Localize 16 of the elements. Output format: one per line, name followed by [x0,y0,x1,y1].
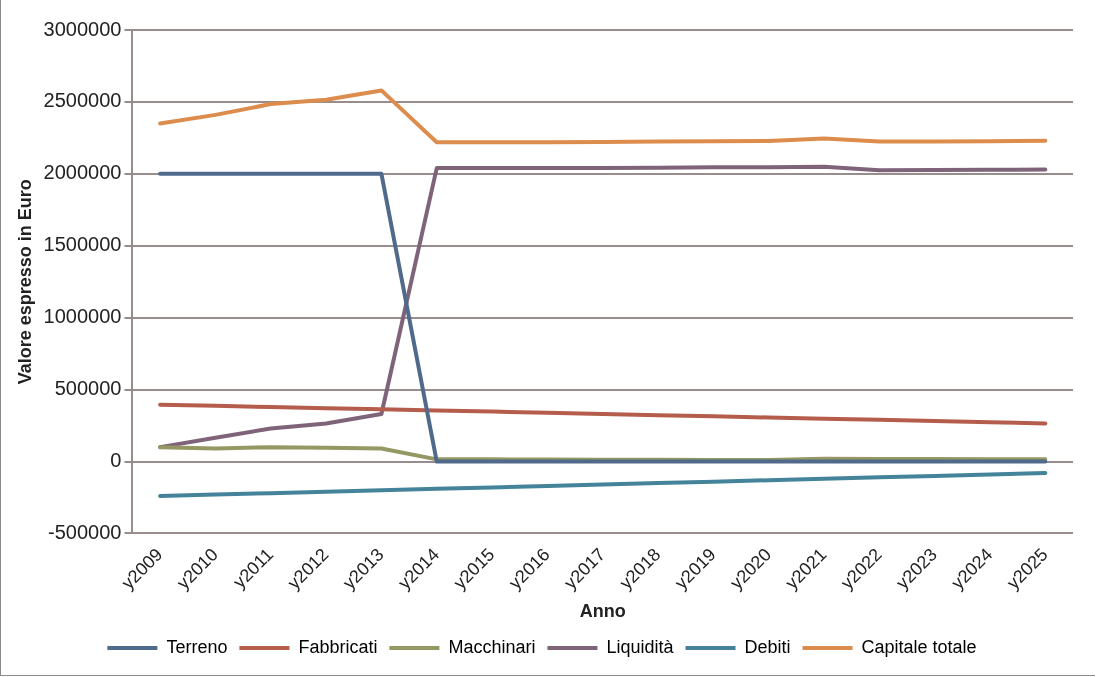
y-tick-label: 500000 [54,377,122,400]
y-tick-label: 2000000 [43,161,122,184]
legend-label: Terreno [166,636,228,657]
y-tick-label: 3000000 [43,17,122,40]
y-tick-label: 0 [110,449,122,472]
legend-label: Liquidità [606,636,675,657]
y-tick-label: 1500000 [43,233,122,256]
y-tick-label: 2500000 [43,89,122,112]
x-axis-title: Anno [579,601,626,622]
legend-label: Macchinari [448,636,536,657]
y-tick-label: -500000 [48,520,122,543]
legend-label: Debiti [744,636,791,657]
y-axis-title: Valore espresso in Euro [14,179,35,385]
legend-label: Fabbricati [298,636,378,657]
legend-label: Capitale totale [861,636,977,657]
y-tick-label: 1000000 [43,305,122,328]
